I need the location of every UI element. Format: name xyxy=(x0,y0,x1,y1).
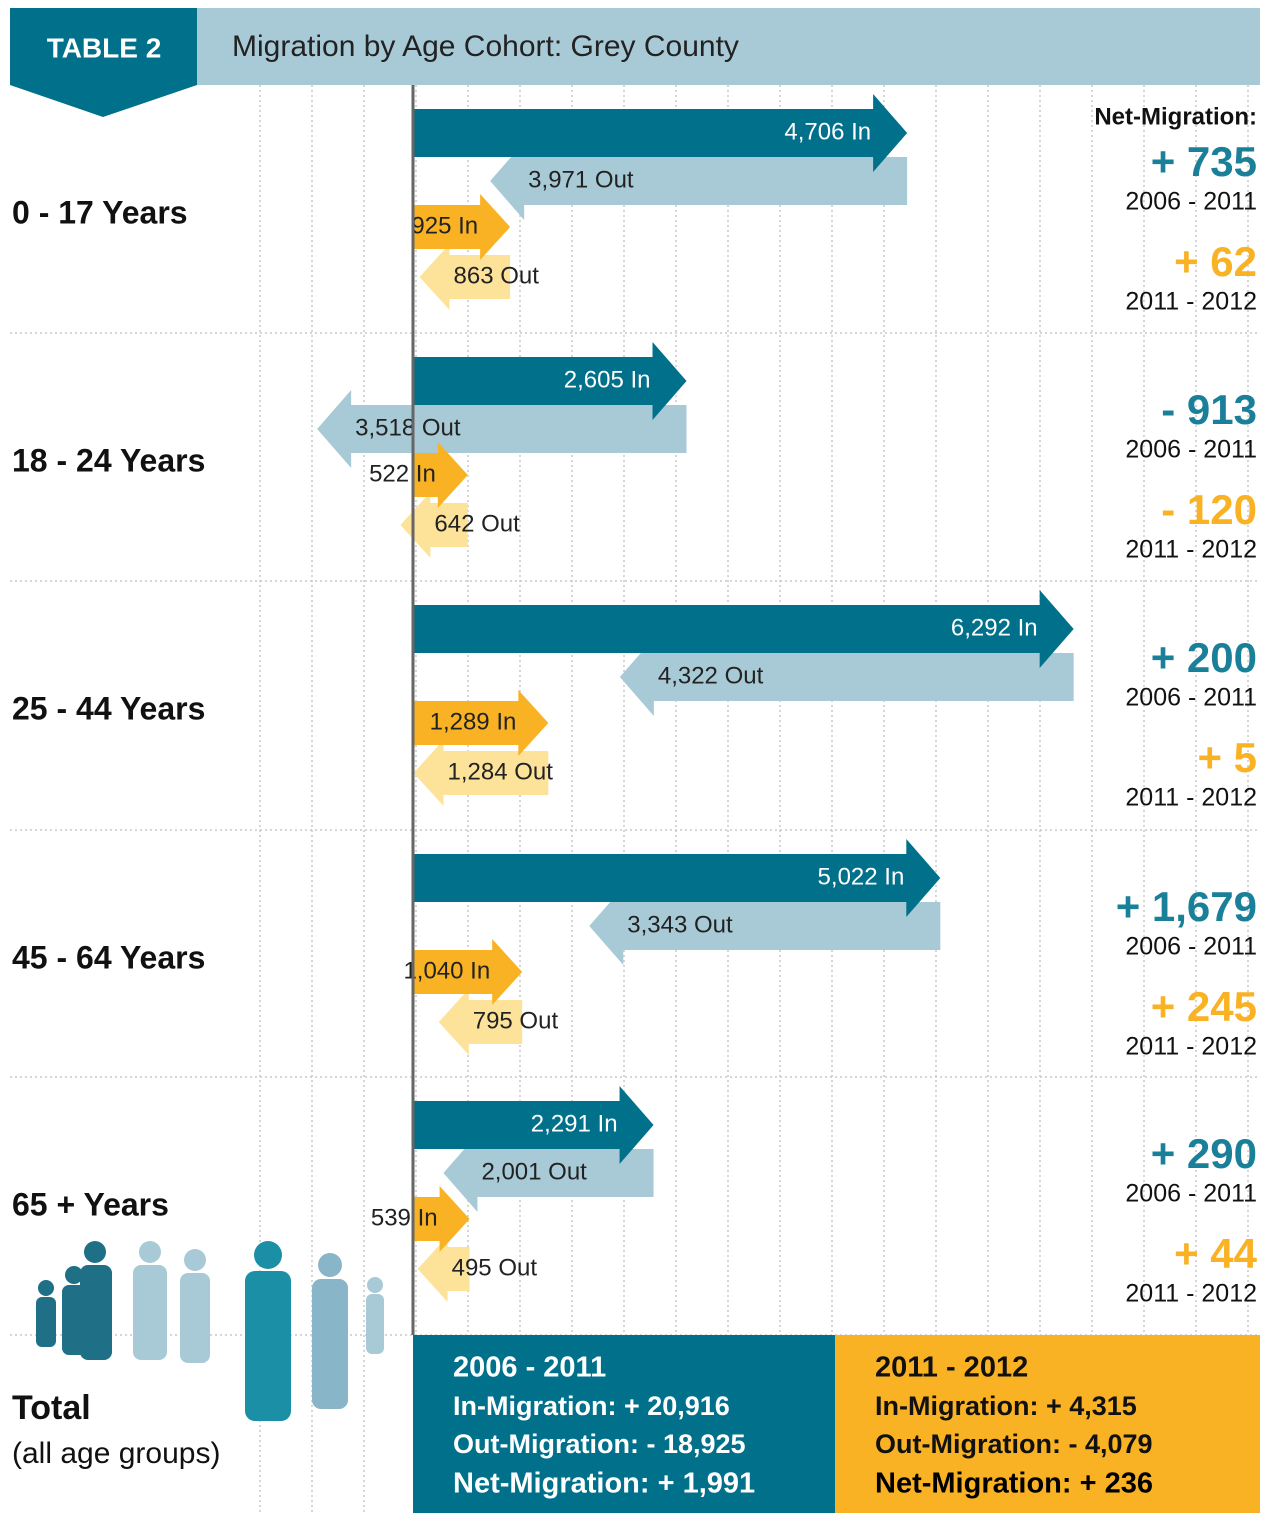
in-label: 1,040 In xyxy=(403,957,490,984)
out-label: 3,971 Out xyxy=(528,166,634,193)
chart-title: Migration by Age Cohort: Grey County xyxy=(232,30,739,63)
totals-out: Out-Migration: - 4,079 xyxy=(875,1429,1153,1459)
in-label: 5,022 In xyxy=(818,863,905,890)
out-label: 3,518 Out xyxy=(355,414,461,441)
out-label: 795 Out xyxy=(473,1007,559,1034)
net-period: 2006 - 2011 xyxy=(1125,188,1257,216)
totals-net: Net-Migration: + 236 xyxy=(875,1468,1153,1500)
cohort-label: 25 - 44 Years xyxy=(12,690,205,726)
total-sublabel: (all age groups) xyxy=(12,1437,220,1470)
arrows: 4,706 In 3,971 Out 925 In 863 Out 2,605 In 3,… xyxy=(317,94,1074,1302)
totals-in: In-Migration: + 20,916 xyxy=(453,1391,730,1421)
net-value: + 735 xyxy=(1151,138,1257,185)
badge-text: TABLE 2 xyxy=(47,32,162,63)
net-heading: Net-Migration: xyxy=(1094,103,1257,130)
cohort-label: 65 + Years xyxy=(12,1186,169,1222)
totals-period: 2011 - 2012 xyxy=(875,1352,1028,1384)
out-label: 495 Out xyxy=(452,1254,538,1281)
totals-net: Net-Migration: + 1,991 xyxy=(453,1468,755,1500)
net-period: 2006 - 2011 xyxy=(1125,684,1257,712)
totals-in: In-Migration: + 4,315 xyxy=(875,1391,1137,1421)
totals-period: 2006 - 2011 xyxy=(453,1352,606,1384)
totals-boxes: 2006 - 2011 In-Migration: + 20,916 Out-Mig… xyxy=(413,1335,1260,1513)
cohort-label: 0 - 17 Years xyxy=(12,194,188,230)
net-value: - 120 xyxy=(1161,486,1257,533)
out-label: 1,284 Out xyxy=(448,758,554,785)
chart: TABLE 2 Migration by Age Cohort: Grey Co… xyxy=(0,0,1270,1515)
net-value: + 62 xyxy=(1174,238,1257,285)
out-label: 863 Out xyxy=(454,262,540,289)
in-label: 1,289 In xyxy=(430,708,517,735)
net-period: 2011 - 2012 xyxy=(1125,784,1257,812)
in-label: 539 In xyxy=(371,1204,438,1231)
net-period: 2011 - 2012 xyxy=(1125,1280,1257,1308)
net-value: + 44 xyxy=(1174,1230,1258,1277)
totals-out: Out-Migration: - 18,925 xyxy=(453,1429,746,1459)
net-value: + 200 xyxy=(1151,634,1257,681)
net-period: 2011 - 2012 xyxy=(1125,288,1257,316)
net-value: + 245 xyxy=(1151,983,1257,1030)
in-label: 2,605 In xyxy=(564,366,651,393)
out-label: 3,343 Out xyxy=(627,911,733,938)
cohort-label: 45 - 64 Years xyxy=(12,939,205,975)
net-value: + 1,679 xyxy=(1116,883,1257,930)
total-label: Total xyxy=(12,1389,91,1427)
out-label: 4,322 Out xyxy=(658,662,764,689)
in-label: 6,292 In xyxy=(951,614,1038,641)
in-label: 2,291 In xyxy=(531,1110,618,1137)
cohort-label: 18 - 24 Years xyxy=(12,442,205,478)
net-period: 2006 - 2011 xyxy=(1125,436,1257,464)
net-period: 2006 - 2011 xyxy=(1125,933,1257,961)
in-label: 4,706 In xyxy=(784,118,871,145)
net-value: - 913 xyxy=(1161,386,1257,433)
in-label: 925 In xyxy=(411,212,478,239)
net-value: + 5 xyxy=(1197,734,1257,781)
net-value: + 290 xyxy=(1151,1130,1257,1177)
out-label: 2,001 Out xyxy=(481,1158,587,1185)
in-label: 522 In xyxy=(369,460,436,487)
net-period: 2011 - 2012 xyxy=(1125,1033,1257,1061)
out-label: 642 Out xyxy=(434,510,520,537)
net-period: 2011 - 2012 xyxy=(1125,536,1257,564)
net-period: 2006 - 2011 xyxy=(1125,1180,1257,1208)
